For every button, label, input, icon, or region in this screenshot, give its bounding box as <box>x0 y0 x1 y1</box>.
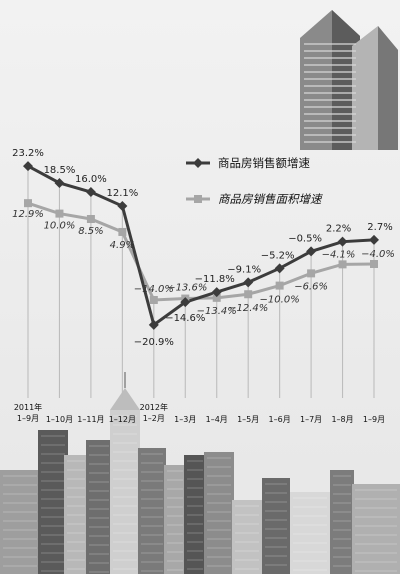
value-label-sales-amount-11: 2.2% <box>326 224 351 235</box>
marker-sales-area-1 <box>24 199 32 208</box>
value-label-sales-area-3: 8.5% <box>78 226 103 237</box>
marker-sales-amount-3 <box>85 187 96 197</box>
value-label-sales-area-12: −4.0% <box>361 249 395 260</box>
x-tick-label-9: 1–6月 <box>269 415 291 424</box>
building-6 <box>138 448 166 574</box>
value-label-sales-area-5: −14.0% <box>134 284 174 295</box>
marker-sales-amount-5 <box>148 319 159 330</box>
building-10 <box>232 500 262 574</box>
marker-sales-amount-11 <box>337 236 348 247</box>
marker-sales-amount-2 <box>54 178 65 188</box>
marker-sales-area-9 <box>275 281 284 290</box>
marker-sales-amount-8 <box>243 277 254 288</box>
marker-sales-area-11 <box>338 260 347 269</box>
value-label-sales-area-9: −10.0% <box>260 295 300 306</box>
value-label-sales-area-6: −13.6% <box>167 283 207 294</box>
series-line-sales-amount <box>27 164 375 328</box>
value-label-sales-amount-6: −14.6% <box>165 313 205 324</box>
value-label-sales-amount-2: 18.5% <box>44 165 76 176</box>
legend-label-sales-area: 商品房销售面积增速 <box>218 192 323 206</box>
x-tick-label-1: 2011年 1–9月 <box>14 402 42 423</box>
value-label-sales-area-2: 10.0% <box>44 221 76 232</box>
value-label-sales-area-8: −12.4% <box>228 303 268 314</box>
marker-sales-amount-7 <box>211 287 222 298</box>
x-axis-labels: 2011年 1–9月 1–10月 1–11月 1–12月 2012年 1–2月 1–3月 1–4… <box>14 402 385 424</box>
series-lines <box>27 164 375 328</box>
marker-sales-amount-12 <box>369 234 379 245</box>
x-tick-label-3: 1–11月 <box>77 415 104 424</box>
building-8 <box>184 455 206 574</box>
building-13 <box>330 470 354 574</box>
building-9 <box>204 452 234 574</box>
value-label-sales-amount-10: −0.5% <box>288 233 322 244</box>
value-label-sales-amount-12: 2.7% <box>367 222 392 233</box>
value-label-sales-area-4: 4.9% <box>110 240 135 251</box>
legend-label-sales-amount: 商品房销售额增速 <box>218 156 310 170</box>
chart-area: 23.2%18.5%16.0% 12.1% −20.9% −14.6% −11.8%−9… <box>12 148 395 424</box>
x-tick-label-7: 1–4月 <box>206 415 228 424</box>
marker-sales-area-8 <box>244 290 253 299</box>
value-label-sales-amount-4: 12.1% <box>106 188 138 199</box>
x-tick-label-12: 1–9月 <box>363 415 385 424</box>
value-label-sales-amount-7: −11.8% <box>195 274 235 285</box>
marker-sales-amount-6 <box>180 297 191 308</box>
x-tick-label-4: 1–12月 <box>109 415 136 424</box>
value-label-sales-amount-3: 16.0% <box>75 174 107 185</box>
markers <box>23 161 379 330</box>
x-tick-label-6: 1–3月 <box>174 415 196 424</box>
value-labels: 23.2%18.5%16.0% 12.1% −20.9% −14.6% −11.8%−9… <box>12 148 395 348</box>
marker-sales-area-12 <box>370 260 378 268</box>
value-label-sales-amount-8: −9.1% <box>227 264 261 275</box>
marker-sales-area-7 <box>212 293 221 302</box>
building-7 <box>164 465 186 574</box>
marker-sales-area-3 <box>86 215 95 223</box>
skyscraper-illustration <box>300 10 398 150</box>
building-1 <box>0 470 40 574</box>
value-label-sales-area-7: −13.4% <box>197 306 237 317</box>
legend-marker-sales-area <box>194 195 202 203</box>
building-11 <box>262 478 290 574</box>
building-5 <box>110 410 140 574</box>
building-14 <box>352 484 400 574</box>
marker-sales-amount-1 <box>23 161 33 172</box>
x-tick-label-10: 1–7月 <box>300 415 322 424</box>
building-12 <box>290 492 330 574</box>
marker-sales-amount-10 <box>306 246 317 257</box>
value-label-sales-amount-5: −20.9% <box>134 337 174 348</box>
marker-sales-area-2 <box>55 209 64 218</box>
marker-sales-area-10 <box>307 269 316 278</box>
building-4 <box>86 440 112 574</box>
marker-sales-area-5 <box>149 296 158 304</box>
value-label-sales-area-11: −4.1% <box>322 249 356 260</box>
x-tick-label-2: 1–10月 <box>46 415 73 424</box>
marker-sales-amount-9 <box>274 263 285 274</box>
value-label-sales-amount-1: 23.2% <box>12 148 44 159</box>
city-skyline <box>0 372 400 574</box>
marker-sales-amount-4 <box>117 201 128 212</box>
building-2 <box>38 430 68 574</box>
x-tick-label-11: 1–8月 <box>331 415 353 424</box>
building-3 <box>64 455 88 574</box>
legend-marker-sales-amount <box>193 158 203 168</box>
x-tick-label-5: 2012年 1–2月 <box>140 402 168 423</box>
value-label-sales-amount-9: −5.2% <box>261 250 295 261</box>
value-label-sales-area-1: 12.9% <box>12 209 44 220</box>
value-label-sales-area-10: −6.6% <box>294 281 328 292</box>
marker-sales-area-4 <box>118 227 127 236</box>
x-tick-label-8: 1–5月 <box>237 415 259 424</box>
